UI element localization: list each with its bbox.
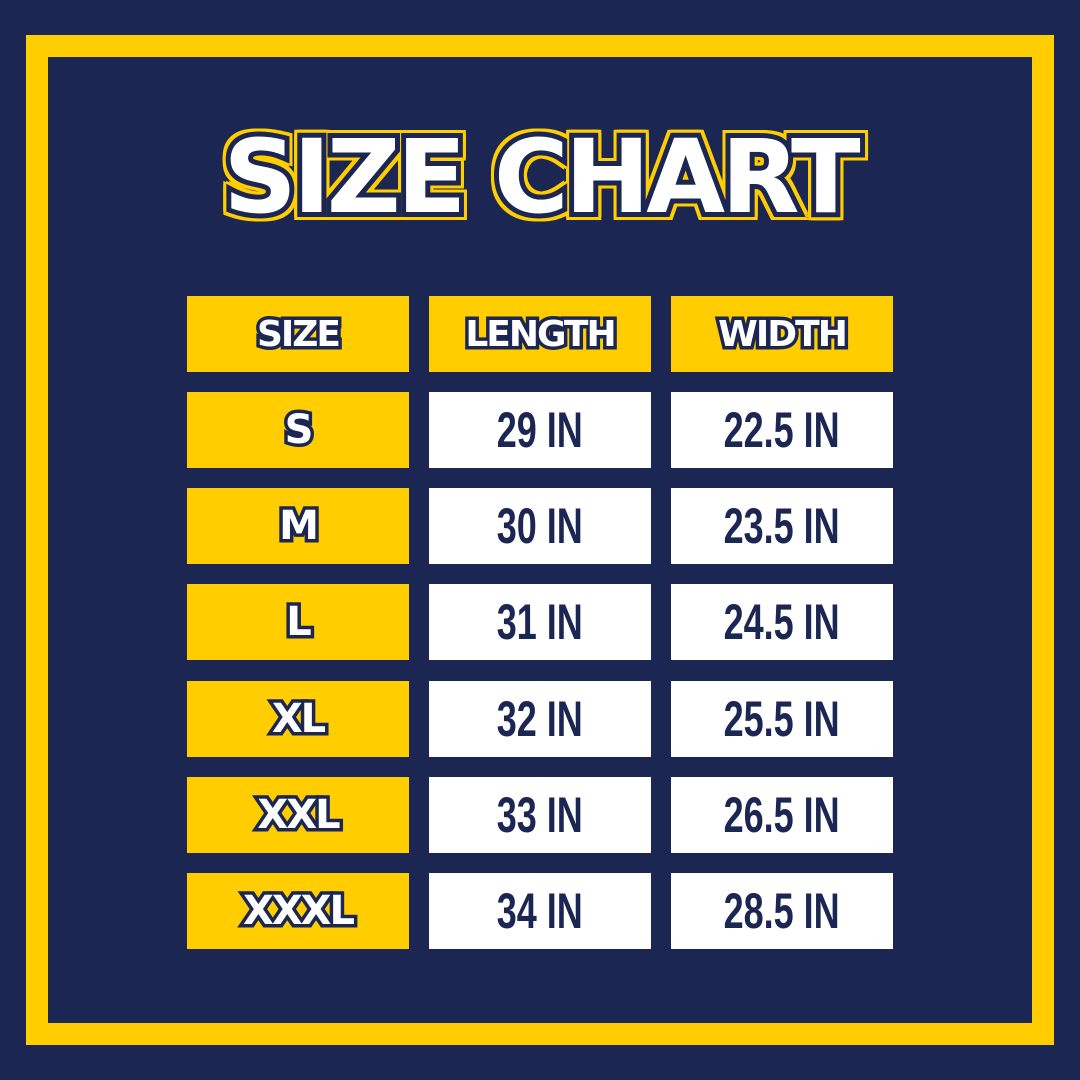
width-value: 26.5 IN [723,786,841,843]
page-title: SIZE CHART [218,113,865,242]
header-size-label: SIZE [253,310,344,358]
cell-width: 28.5 IN [671,873,893,949]
length-value: 34 IN [496,883,584,939]
length-value: 33 IN [496,786,584,843]
cell-width: 22.5 IN [671,392,893,468]
cell-length: 29 IN [429,392,651,468]
length-value: 31 IN [496,594,584,651]
yellow-frame-border [26,35,1054,1045]
width-value: 25.5 IN [723,690,841,747]
header-length: LENGTH [429,296,651,372]
cell-width: 26.5 IN [671,776,893,853]
cell-size: L [187,584,409,661]
width-value: 22.5 IN [723,402,841,458]
cell-width: 25.5 IN [671,680,893,757]
cell-size: XL [187,680,409,757]
size-value: M [276,500,323,553]
cell-size: M [187,488,409,565]
header-width: WIDTH [671,296,893,372]
size-value: XL [268,692,329,745]
header-size: SIZE [187,296,409,372]
size-value: XXXL [239,885,358,938]
cell-length: 34 IN [429,873,651,949]
cell-width: 24.5 IN [671,584,893,661]
cell-length: 30 IN [429,488,651,565]
header-length-label: LENGTH [462,310,620,358]
cell-length: 31 IN [429,584,651,661]
size-value: S [281,404,317,457]
size-value: XXL [254,788,344,841]
length-value: 30 IN [496,498,584,555]
width-value: 23.5 IN [723,498,841,555]
cell-length: 33 IN [429,776,651,853]
length-value: 32 IN [496,690,584,747]
width-value: 28.5 IN [723,883,841,939]
cell-width: 23.5 IN [671,488,893,565]
size-value: L [283,596,315,649]
cell-size: XXL [187,776,409,853]
cell-size: S [187,392,409,468]
width-value: 24.5 IN [723,594,841,651]
length-value: 29 IN [496,402,584,458]
cell-size: XXXL [187,873,409,949]
cell-length: 32 IN [429,680,651,757]
header-width-label: WIDTH [715,310,852,358]
